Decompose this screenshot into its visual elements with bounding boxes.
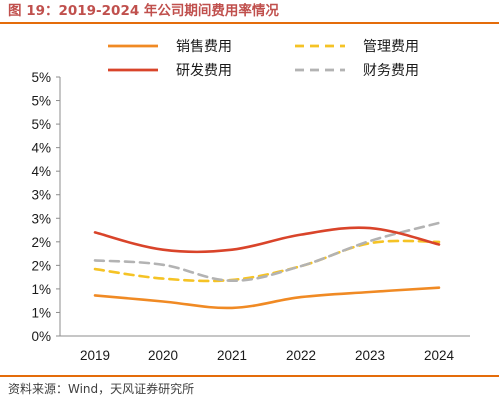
legend-label-2: 管理费用 <box>363 39 419 55</box>
x-tick-label: 2020 <box>148 348 178 363</box>
y-tick-label: 2% <box>31 258 51 273</box>
x-tick-label: 2023 <box>355 348 385 363</box>
x-tick-label: 2019 <box>80 348 110 363</box>
series-line-1 <box>93 226 441 254</box>
y-tick-label: 4% <box>31 164 51 179</box>
source-note: 资料来源：Wind，天风证券研究所 <box>8 382 195 396</box>
y-tick-label: 4% <box>31 141 51 156</box>
figure-title: 图 19：2019-2024 年公司期间费用率情况 <box>8 3 279 19</box>
legend-label-1: 研发费用 <box>176 63 232 79</box>
y-tick-label: 0% <box>31 329 51 344</box>
y-tick-label: 5% <box>31 117 51 132</box>
plot-area <box>93 221 441 310</box>
y-tick-label: 5% <box>31 70 51 85</box>
x-axis: 2019 2020 2021 2022 2023 2024 <box>60 335 470 363</box>
series-line-2 <box>93 239 441 283</box>
x-tick-label: 2024 <box>424 348 455 363</box>
y-tick-label: 3% <box>31 211 51 226</box>
y-axis: 0% 1% 1% 2% 2% 3% 3% 4% 4% 5% 5% 5% <box>31 70 61 344</box>
y-tick-label: 2% <box>31 235 51 250</box>
series-line-3 <box>93 221 441 283</box>
y-tick-label: 1% <box>31 282 51 297</box>
title-divider <box>0 22 499 24</box>
source-divider <box>0 375 499 377</box>
legend-label-0: 销售费用 <box>176 39 232 55</box>
x-tick-label: 2022 <box>286 348 316 363</box>
x-tick-label: 2021 <box>217 348 247 363</box>
y-tick-label: 5% <box>31 94 51 109</box>
y-tick-label: 1% <box>31 305 51 320</box>
legend-label-3: 财务费用 <box>363 63 419 79</box>
y-tick-label: 3% <box>31 188 51 203</box>
series-line-0 <box>93 286 441 310</box>
